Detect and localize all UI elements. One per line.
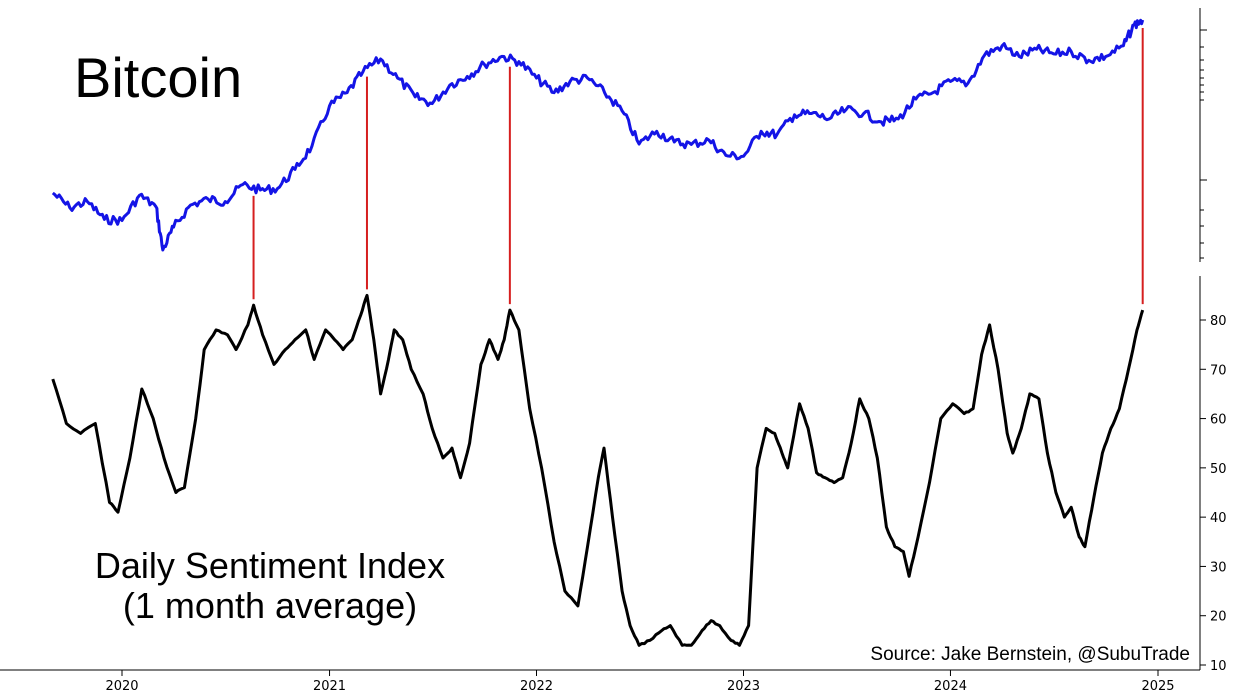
- sentiment-y-tick-label: 40: [1210, 511, 1227, 526]
- x-tick-label: 2023: [727, 679, 760, 694]
- sentiment-title-line1: Daily Sentiment Index: [94, 545, 446, 586]
- peak-markers: [252, 28, 1144, 305]
- axes: 10 20 30 40 50 60 70 80 2020 2021 2022 2023 2024 2025: [0, 8, 1227, 694]
- bitcoin-price-line: [51, 18, 1145, 252]
- x-tick-label: 2024: [934, 679, 967, 694]
- sentiment-title: Daily Sentiment Index (1 month average): [72, 545, 468, 627]
- sentiment-y-tick-label: 30: [1210, 560, 1227, 575]
- x-tick-label: 2020: [105, 679, 138, 694]
- x-tick-label: 2025: [1141, 679, 1174, 694]
- sentiment-line: [51, 293, 1145, 647]
- x-tick-label: 2021: [313, 679, 346, 694]
- sentiment-y-tick-label: 20: [1210, 610, 1227, 625]
- bitcoin-title: Bitcoin: [74, 46, 243, 109]
- sentiment-y-tick-label: 70: [1210, 363, 1227, 378]
- sentiment-panel: [51, 293, 1145, 647]
- sentiment-y-tick-label: 10: [1210, 659, 1227, 674]
- sentiment-title-line2: (1 month average): [122, 585, 418, 627]
- sentiment-y-tick-label: 60: [1210, 413, 1227, 428]
- sentiment-y-tick-label: 80: [1210, 314, 1227, 329]
- bitcoin-panel: [51, 18, 1145, 252]
- sentiment-y-tick-label: 50: [1210, 462, 1227, 477]
- source-credit: Source: Jake Bernstein, @SubuTrade: [868, 644, 1192, 666]
- x-tick-label: 2022: [520, 679, 553, 694]
